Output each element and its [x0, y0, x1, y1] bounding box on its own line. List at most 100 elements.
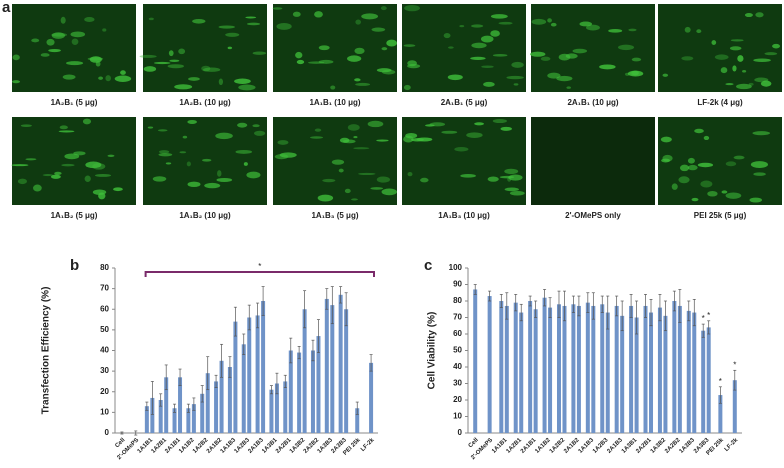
- error-bar: [606, 295, 610, 330]
- cell: [586, 24, 600, 31]
- bar: [657, 307, 662, 433]
- cell: [351, 198, 358, 201]
- significance-mark: *: [702, 314, 705, 323]
- cell: [694, 128, 704, 134]
- bar: [310, 350, 315, 433]
- cell: [46, 38, 55, 46]
- bar: [732, 380, 737, 433]
- micrograph: [658, 4, 782, 92]
- error-bar: [206, 356, 210, 391]
- bar: [241, 344, 246, 433]
- bar: [338, 294, 343, 433]
- micrograph: [531, 117, 655, 205]
- cell: [174, 84, 193, 90]
- bar: [214, 381, 219, 433]
- bar: [164, 377, 169, 433]
- bar: [629, 305, 634, 433]
- error-bar: [733, 369, 737, 391]
- cell: [691, 197, 699, 202]
- error-bar: [289, 337, 293, 364]
- cell: [700, 180, 713, 188]
- error-bar: [150, 381, 154, 415]
- y-tick-label: 30: [100, 366, 109, 375]
- cell: [254, 130, 266, 136]
- cell: [314, 128, 322, 132]
- bar: [649, 312, 654, 433]
- cell: [361, 13, 379, 20]
- cell: [310, 136, 324, 139]
- error-bar: [303, 290, 307, 329]
- cell: [330, 85, 336, 90]
- bar: [150, 397, 155, 433]
- error-bar: [186, 403, 190, 413]
- cell: [243, 162, 248, 166]
- cell: [215, 132, 233, 140]
- cell: [276, 22, 292, 30]
- cell: [671, 183, 678, 190]
- error-bar: [339, 286, 343, 304]
- panel-label: b: [70, 257, 79, 274]
- cell: [508, 174, 523, 181]
- cell: [483, 81, 495, 87]
- panel-label: c: [424, 257, 432, 274]
- cell: [631, 70, 639, 76]
- cell: [679, 164, 690, 172]
- cell: [697, 162, 714, 168]
- cell: [84, 175, 91, 182]
- error-bar: [344, 292, 348, 327]
- y-tick-label: 70: [100, 284, 109, 293]
- cell: [660, 136, 672, 143]
- y-tick-label: 0: [458, 428, 463, 437]
- cell: [471, 24, 484, 28]
- cell: [277, 140, 289, 145]
- micrograph-bg: [273, 4, 397, 92]
- micrograph: [139, 4, 267, 92]
- cell: [71, 38, 79, 45]
- cell: [65, 61, 84, 66]
- cell: [120, 70, 126, 75]
- bar: [718, 395, 723, 433]
- bar: [186, 408, 191, 433]
- bracket-label: *: [258, 262, 261, 271]
- cell: [662, 154, 673, 162]
- cell: [60, 16, 66, 24]
- cell: [85, 161, 102, 169]
- cell: [98, 192, 106, 200]
- micrograph: [402, 4, 526, 92]
- error-bar: [311, 339, 315, 362]
- micrograph: [143, 117, 267, 205]
- cell: [471, 42, 487, 49]
- cell: [733, 155, 745, 160]
- error-bar: [692, 299, 696, 327]
- bar: [686, 310, 691, 433]
- bar: [672, 301, 677, 433]
- cell: [760, 80, 772, 87]
- error-bar: [261, 286, 265, 316]
- cell: [725, 161, 737, 167]
- cell: [376, 176, 390, 183]
- bar: [219, 360, 224, 433]
- bar: [504, 305, 509, 433]
- bar: [591, 305, 596, 433]
- cell: [295, 51, 303, 59]
- cell: [279, 152, 297, 158]
- cell: [355, 19, 361, 25]
- micrograph: [273, 117, 397, 205]
- cell: [169, 59, 180, 62]
- cell: [59, 125, 68, 130]
- cell: [358, 172, 376, 176]
- cell: [246, 171, 261, 179]
- bar: [274, 383, 279, 433]
- panel-label: a: [2, 0, 11, 16]
- cell: [139, 54, 157, 58]
- cell: [730, 39, 744, 42]
- bar: [533, 309, 538, 433]
- cell: [531, 18, 547, 25]
- cell: [51, 32, 66, 39]
- micrograph-bg: [402, 117, 526, 205]
- cell: [238, 84, 256, 91]
- cell: [355, 82, 371, 86]
- micrograph-caption: 2'-OMePS only: [565, 211, 621, 220]
- bar: [643, 305, 648, 433]
- cell: [386, 39, 398, 47]
